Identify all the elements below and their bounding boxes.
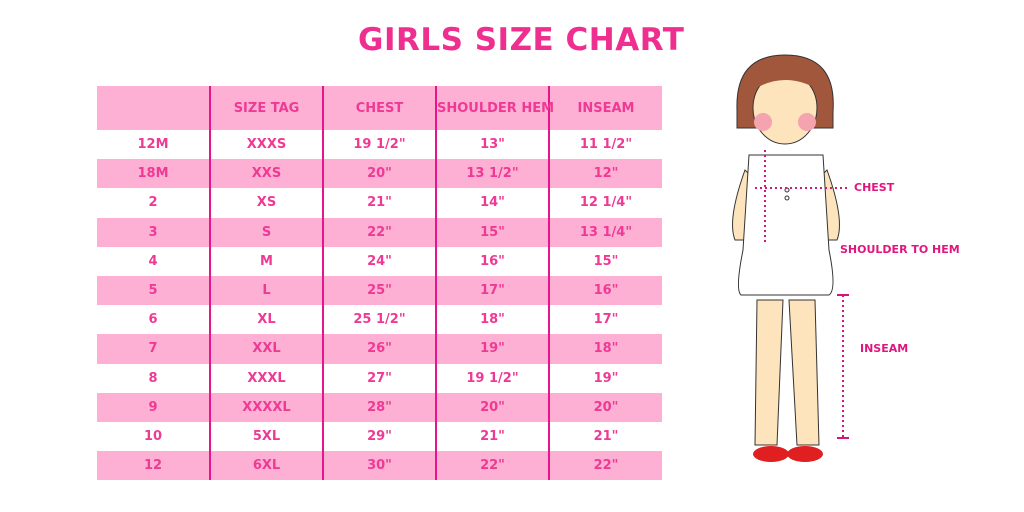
table-row: 5 L 25" 17" 16" — [97, 275, 662, 306]
table-cell: 6XL — [209, 451, 323, 481]
table-cell: XXXL — [209, 363, 323, 393]
column-header: CHEST — [322, 86, 436, 130]
table-cell: 5 — [97, 275, 210, 306]
table-cell: 12 — [97, 451, 210, 481]
table-cell: 28" — [322, 392, 436, 422]
table-cell: 29" — [322, 421, 436, 452]
table-row: 7 XXL 26" 19" 18" — [97, 334, 662, 364]
table-cell: 11 1/2" — [548, 130, 662, 160]
table-cell: 27" — [322, 363, 436, 393]
table-row: 6 XL 25 1/2" 18" 17" — [97, 305, 662, 335]
table-cell: 15" — [548, 246, 662, 276]
table-cell: XXXXL — [209, 392, 323, 422]
table-cell: 20" — [548, 392, 662, 422]
table-header: SIZE TAG CHEST SHOULDER HEM INSEAM — [97, 86, 662, 130]
table-cell: 16" — [435, 246, 549, 276]
table-cell: 2 — [148, 195, 158, 211]
table-cell: 22" — [435, 451, 549, 481]
table-cell: L — [209, 275, 323, 306]
table-row: 4 M 24" 16" 15" — [97, 246, 662, 276]
table-cell: 19 1/2" — [322, 130, 436, 160]
table-cell: 9 — [97, 392, 210, 422]
table-cell: 19 1/2" — [435, 363, 549, 393]
table-cell: 16" — [548, 275, 662, 306]
table-row: 10 5XL 29" 21" 21" — [97, 421, 662, 452]
table-cell: 7 — [97, 334, 210, 364]
column-header: SHOULDER HEM — [435, 86, 554, 130]
table-cell: 19" — [435, 334, 549, 364]
table-cell: 10 — [143, 428, 163, 444]
table-cell: M — [209, 246, 323, 276]
column-header: INSEAM — [548, 86, 662, 130]
table-cell: 8 — [148, 370, 158, 386]
table-cell: 13" — [435, 130, 549, 160]
table-cell: 12 1/4" — [548, 188, 662, 218]
table-cell: 21" — [548, 421, 662, 452]
table-cell: 3 — [97, 217, 210, 247]
table-cell: XS — [209, 188, 323, 218]
table-cell: 12" — [548, 159, 662, 189]
table-cell: 22" — [548, 451, 662, 481]
table-cell: 19" — [548, 363, 662, 393]
table-cell: 24" — [322, 246, 436, 276]
table-cell: 17" — [435, 275, 549, 306]
table-row: 3 S 22" 15" 13 1/4" — [97, 217, 662, 247]
table-cell: 5XL — [209, 421, 323, 452]
table-cell: 17" — [548, 305, 662, 335]
table-row: 12 6XL 30" 22" 22" — [97, 451, 662, 481]
table-cell: 13 1/4" — [548, 217, 662, 247]
inseam-label: INSEAM — [860, 342, 909, 355]
table-cell: 18" — [435, 305, 549, 335]
size-table: SIZE TAG CHEST SHOULDER HEM INSEAM 12M XXXS 1… — [97, 86, 662, 481]
table-cell: 20" — [322, 159, 436, 189]
table-cell: 13 1/2" — [435, 159, 549, 189]
table-cell: 12M — [137, 137, 169, 153]
table-cell: XXS — [209, 159, 323, 189]
table-cell: 18M — [97, 159, 210, 189]
table-cell: 25" — [322, 275, 436, 306]
table-cell: XXXS — [209, 130, 323, 160]
table-row: 2 XS 21" 14" 12 1/4" — [97, 188, 662, 218]
table-cell: 18" — [548, 334, 662, 364]
table-cell: 20" — [435, 392, 549, 422]
table-row: 9 XXXXL 28" 20" 20" — [97, 392, 662, 422]
girl-illustration — [732, 54, 850, 462]
table-cell: 21" — [435, 421, 549, 452]
table-cell: XXL — [209, 334, 323, 364]
table-row: 18M XXS 20" 13 1/2" 12" — [97, 159, 662, 189]
table-cell: 6 — [148, 312, 158, 328]
table-cell: XL — [209, 305, 323, 335]
table-cell: 26" — [322, 334, 436, 364]
table-cell: 25 1/2" — [322, 305, 436, 335]
column-header: SIZE TAG — [209, 86, 323, 130]
table-row: 8 XXXL 27" 19 1/2" 19" — [97, 363, 662, 393]
table-cell: 22" — [322, 217, 436, 247]
chest-label: CHEST — [854, 181, 895, 194]
table-cell: 21" — [322, 188, 436, 218]
table-cell: 4 — [148, 253, 158, 269]
table-cell: 30" — [322, 451, 436, 481]
column-header — [97, 86, 210, 130]
shoulder-to-hem-label: SHOULDER TO HEM — [840, 243, 960, 256]
table-cell: 14" — [435, 188, 549, 218]
table-cell: 15" — [435, 217, 549, 247]
table-cell: S — [209, 217, 323, 247]
page-title: GIRLS SIZE CHART — [358, 22, 685, 58]
table-row: 12M XXXS 19 1/2" 13" 11 1/2" — [97, 130, 662, 160]
